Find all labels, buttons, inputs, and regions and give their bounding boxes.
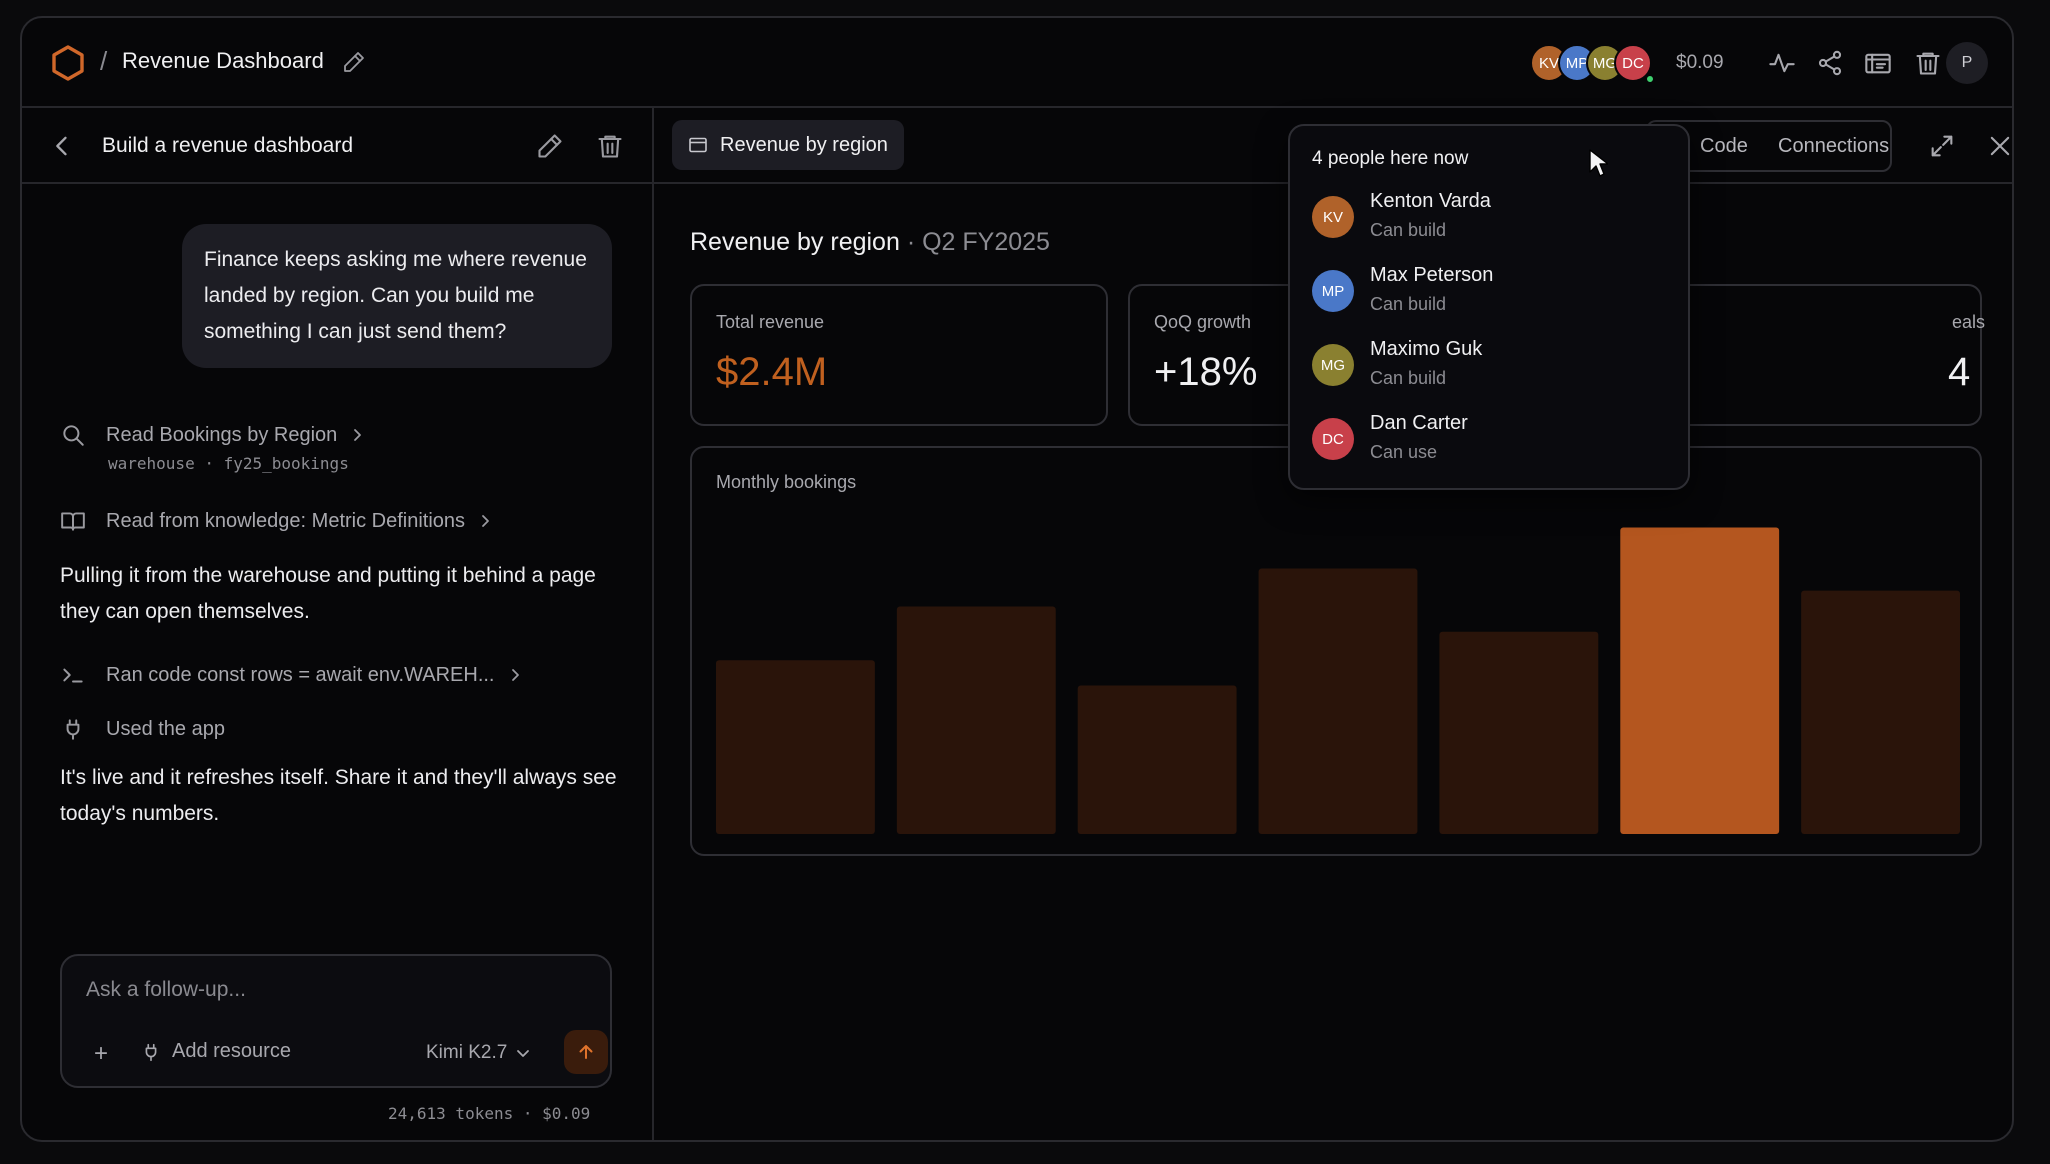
model-selector[interactable]: Kimi K2.7 — [426, 1042, 531, 1064]
online-indicator — [1645, 74, 1655, 84]
window-icon — [689, 137, 707, 153]
search-icon — [63, 425, 84, 446]
chart-label: Monthly bookings — [716, 472, 857, 492]
bar[interactable] — [1258, 568, 1418, 834]
presence-person[interactable]: MP Max Peterson Can build — [1312, 262, 1672, 322]
bar-chart — [716, 527, 1960, 834]
step-label: Read from knowledge: Metric Definitions — [106, 509, 466, 532]
step-source: warehouse · fy25_bookings — [108, 454, 349, 473]
plus-icon[interactable]: + — [94, 1040, 109, 1067]
kpi-value: 4 — [1948, 350, 1971, 394]
plug-icon — [145, 1043, 157, 1061]
add-resource-button[interactable]: Add resource — [140, 1040, 291, 1063]
kpi-label: eals — [1952, 312, 1986, 332]
activity-icon[interactable] — [1768, 49, 1796, 77]
presence-heading: 4 people here now — [1312, 148, 1469, 169]
conversation-title: Build a revenue dashboard — [102, 134, 354, 157]
model-label: Kimi K2.7 — [426, 1042, 508, 1063]
conversation-panel: Build a revenue dashboard Finance keeps … — [22, 108, 654, 1140]
step-label: Read Bookings by Region — [106, 423, 338, 446]
user-message: Finance keeps asking me where revenue la… — [182, 224, 612, 368]
token-usage: 24,613 tokens · $0.09 — [388, 1104, 591, 1123]
step-ran-code[interactable]: Ran code const rows = await env.WAREH... — [60, 662, 523, 688]
user-avatar[interactable]: P — [1946, 42, 1988, 84]
bar[interactable] — [1077, 685, 1237, 834]
bar[interactable] — [1801, 590, 1960, 834]
session-cost: $0.09 — [1676, 52, 1724, 73]
person-name: Kenton Varda — [1370, 190, 1491, 212]
step-used-app[interactable]: Used the app — [60, 716, 225, 742]
assistant-reply: It's live and it refreshes itself. Share… — [60, 766, 617, 825]
dashboard-title: Revenue by region · Q2 FY2025 — [690, 228, 1050, 257]
chevron-down-icon — [517, 1050, 530, 1057]
avatar: DC — [1312, 418, 1354, 460]
top-bar: / Revenue Dashboard KV MP MG DC $0.09 P — [22, 18, 2012, 108]
tab-code[interactable]: Code — [1700, 135, 1748, 157]
mouse-cursor-icon — [1589, 149, 1608, 177]
share-icon[interactable] — [1816, 49, 1844, 77]
plug-icon — [66, 719, 80, 740]
person-name: Maximo Guk — [1370, 338, 1483, 360]
presence-popover: 4 people here now KV Kenton Varda Can buil… — [1288, 124, 1690, 490]
chevron-right-icon — [482, 515, 489, 527]
chevron-right-icon — [511, 669, 519, 681]
person-role: Can build — [1370, 220, 1447, 240]
bar[interactable] — [716, 660, 875, 834]
person-role: Can build — [1370, 294, 1447, 314]
dashboard-title-text: Revenue by region — [690, 228, 900, 256]
chevron-left-icon[interactable] — [48, 132, 76, 160]
pencil-icon[interactable] — [342, 50, 366, 74]
app-window: / Revenue Dashboard KV MP MG DC $0.09 P Bui… — [20, 16, 2014, 1142]
trash-icon[interactable] — [596, 132, 624, 160]
deploy-icon[interactable] — [1864, 49, 1892, 77]
person-role: Can use — [1370, 442, 1438, 462]
person-name: Dan Carter — [1370, 412, 1468, 434]
follow-up-input[interactable] — [86, 978, 586, 1002]
avatar: KV — [1312, 196, 1354, 238]
kpi-label: Total revenue — [716, 312, 825, 332]
monthly-bookings-chart: Monthly bookings — [690, 446, 1982, 856]
breadcrumb-separator: / — [100, 46, 108, 76]
hexagon-logo-icon[interactable] — [50, 44, 86, 82]
bar[interactable] — [1620, 527, 1780, 834]
kpi-value: $2.4M — [716, 350, 828, 394]
collaborator-avatar[interactable]: DC — [1614, 44, 1652, 82]
bar[interactable] — [896, 606, 1056, 834]
step-read-bookings[interactable]: Read Bookings by Region — [60, 422, 365, 448]
conversation-header: Build a revenue dashboard — [22, 108, 652, 184]
page-title: Revenue Dashboard — [122, 48, 324, 73]
arrow-up-icon — [579, 1045, 593, 1059]
person-role: Can build — [1370, 368, 1447, 388]
presence-person[interactable]: MG Maximo Guk Can build — [1312, 336, 1672, 396]
composer: + Add resource Kimi K2.7 — [60, 954, 612, 1088]
pencil-icon[interactable] — [536, 132, 564, 160]
collaborator-avatar[interactable]: MG — [1586, 44, 1624, 82]
tab-connections[interactable]: Connections — [1778, 135, 1890, 157]
close-icon[interactable] — [1986, 132, 2014, 160]
tab-label: Revenue by region — [720, 133, 888, 156]
presence-person[interactable]: KV Kenton Varda Can build — [1312, 188, 1672, 248]
expand-icon[interactable] — [1928, 132, 1956, 160]
person-name: Max Peterson — [1370, 264, 1494, 286]
presence-person[interactable]: DC Dan Carter Can use — [1312, 410, 1672, 470]
tab-revenue-by-region[interactable]: Revenue by region — [672, 120, 904, 170]
step-label: Used the app — [106, 717, 225, 740]
send-button[interactable] — [564, 1030, 608, 1074]
avatar: MP — [1312, 270, 1354, 312]
bar[interactable] — [1439, 631, 1599, 834]
step-label: Ran code const rows = await env.WAREH... — [106, 663, 495, 686]
avatar: MG — [1312, 344, 1354, 386]
kpi-label: QoQ growth — [1154, 312, 1252, 332]
chevron-right-icon — [354, 429, 362, 441]
kpi-value: +18% — [1154, 350, 1258, 394]
assistant-reply: Pulling it from the warehouse and puttin… — [60, 564, 596, 623]
terminal-icon — [63, 668, 83, 683]
book-icon — [61, 512, 85, 531]
dashboard-period: · Q2 FY2025 — [906, 228, 1050, 256]
collaborator-avatars[interactable]: KV MP MG DC — [1530, 44, 1652, 84]
step-read-knowledge[interactable]: Read from knowledge: Metric Definitions — [60, 508, 493, 534]
kpi-card-total-revenue: Total revenue $2.4M — [690, 284, 1108, 426]
add-resource-label: Add resource — [172, 1040, 291, 1062]
trash-icon[interactable] — [1914, 49, 1942, 77]
